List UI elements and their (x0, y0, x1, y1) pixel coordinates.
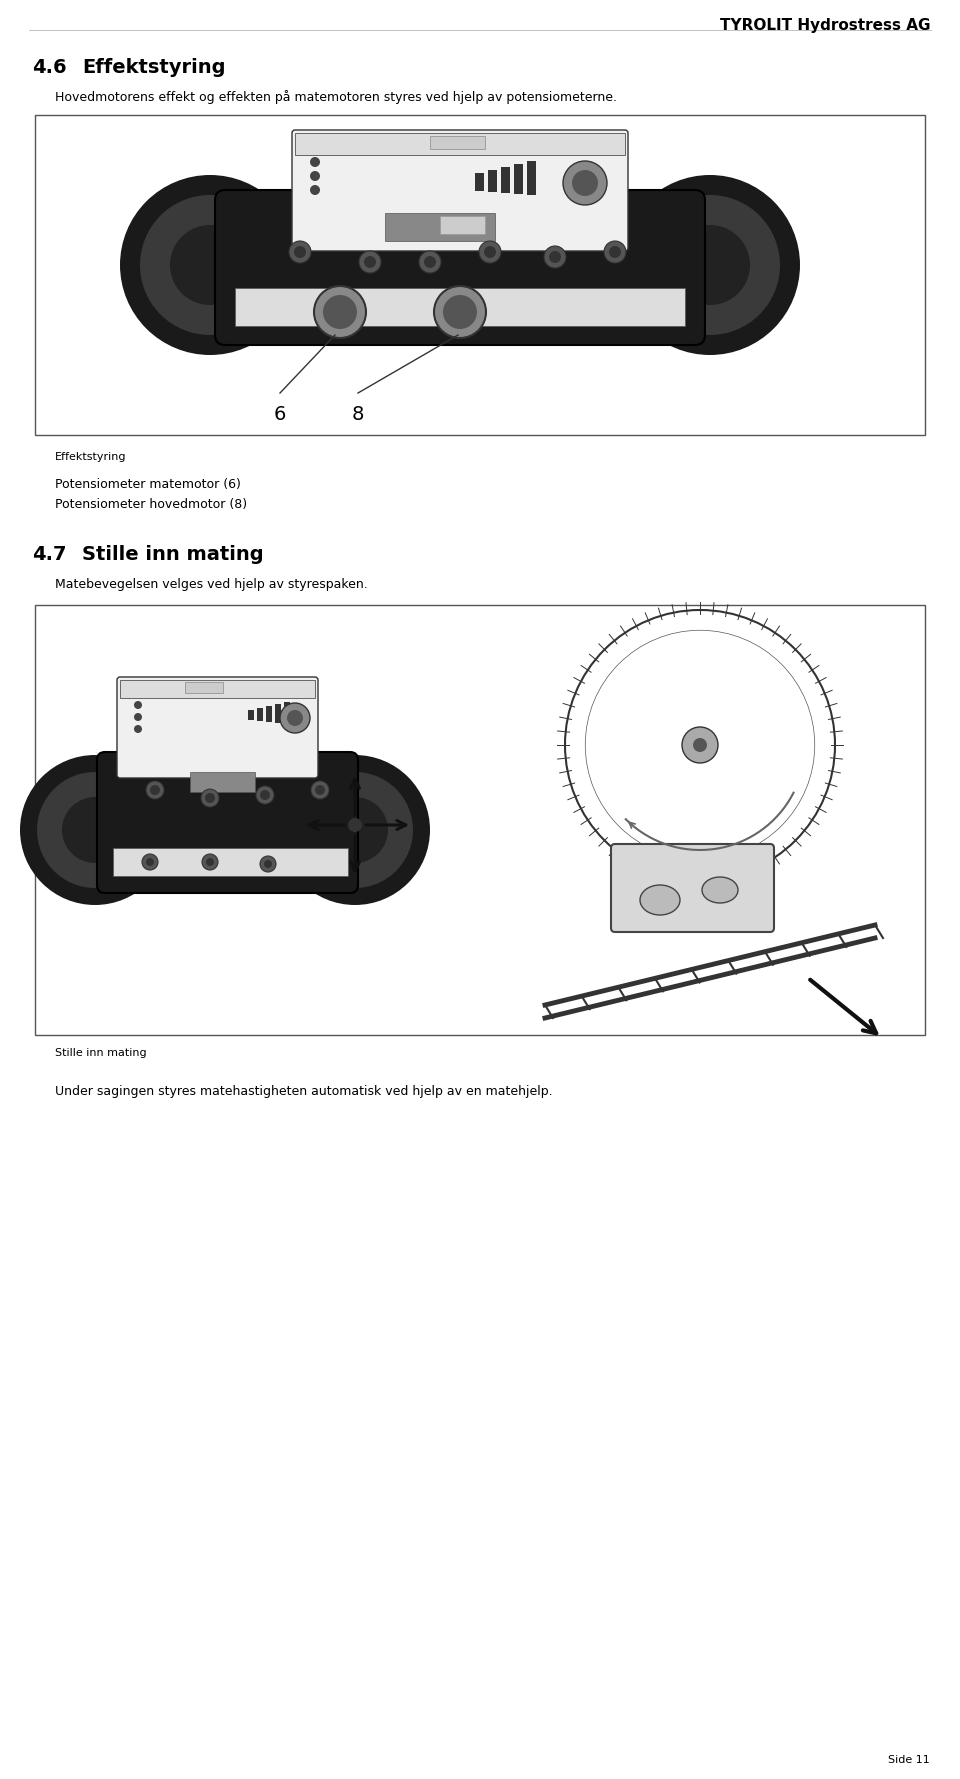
Bar (248, 710, 254, 720)
Circle shape (314, 286, 366, 338)
Circle shape (323, 295, 357, 329)
FancyBboxPatch shape (292, 130, 628, 251)
Circle shape (609, 246, 621, 258)
Bar (284, 703, 290, 724)
Circle shape (419, 251, 441, 272)
Bar (190, 772, 255, 792)
Circle shape (62, 797, 128, 863)
Circle shape (310, 157, 320, 167)
Text: 4.6: 4.6 (32, 59, 66, 76)
Bar (257, 708, 263, 720)
Text: Stille inn mating: Stille inn mating (82, 544, 264, 564)
Circle shape (134, 713, 142, 720)
Circle shape (280, 703, 310, 733)
Circle shape (256, 786, 274, 804)
Bar (35, 116, 925, 436)
Text: Matebevegelsen velges ved hjelp av styrespaken.: Matebevegelsen velges ved hjelp av styre… (55, 578, 368, 591)
Circle shape (443, 295, 477, 329)
Circle shape (310, 185, 320, 196)
Circle shape (206, 857, 214, 866)
Circle shape (280, 754, 430, 906)
Circle shape (294, 246, 306, 258)
Circle shape (140, 196, 280, 334)
Circle shape (315, 785, 325, 795)
Circle shape (359, 251, 381, 272)
Bar (295, 133, 625, 155)
FancyBboxPatch shape (97, 753, 358, 893)
Circle shape (572, 171, 598, 196)
Text: Effektstyring: Effektstyring (82, 59, 226, 76)
Circle shape (201, 790, 219, 808)
Text: 4.7: 4.7 (32, 544, 66, 564)
Circle shape (289, 240, 311, 263)
Circle shape (260, 790, 270, 801)
Circle shape (563, 162, 607, 205)
Circle shape (670, 224, 750, 304)
Bar (35, 605, 925, 1035)
Circle shape (134, 701, 142, 710)
Bar (235, 288, 685, 326)
Circle shape (424, 256, 436, 269)
FancyBboxPatch shape (215, 190, 705, 345)
Text: 8: 8 (351, 406, 364, 423)
Circle shape (549, 251, 561, 263)
Circle shape (434, 286, 486, 338)
Circle shape (640, 196, 780, 334)
Ellipse shape (702, 877, 738, 904)
Bar (385, 213, 495, 240)
Ellipse shape (640, 884, 680, 914)
Bar (275, 704, 281, 722)
Circle shape (170, 224, 250, 304)
Circle shape (142, 854, 158, 870)
Bar (527, 162, 536, 196)
Circle shape (205, 793, 215, 802)
Bar (501, 167, 510, 192)
Text: Potensiometer matemotor (6): Potensiometer matemotor (6) (55, 479, 241, 491)
Circle shape (37, 772, 153, 888)
Circle shape (604, 240, 626, 263)
Text: Hovedmotorens effekt og effekten på matemotoren styres ved hjelp av potensiomete: Hovedmotorens effekt og effekten på mate… (55, 91, 617, 103)
Circle shape (264, 859, 272, 868)
Circle shape (202, 854, 218, 870)
Circle shape (20, 754, 170, 906)
Circle shape (146, 857, 154, 866)
Circle shape (310, 171, 320, 181)
Bar (120, 680, 315, 697)
Circle shape (322, 797, 388, 863)
Bar (113, 849, 348, 875)
Circle shape (348, 818, 362, 833)
Circle shape (134, 726, 142, 733)
Bar (488, 171, 497, 192)
Circle shape (287, 710, 303, 726)
Text: Effektstyring: Effektstyring (55, 452, 127, 463)
Circle shape (364, 256, 376, 269)
FancyBboxPatch shape (117, 678, 318, 777)
Bar (266, 706, 272, 722)
Bar (440, 215, 485, 235)
Circle shape (150, 785, 160, 795)
Bar (514, 164, 523, 194)
Circle shape (479, 240, 501, 263)
Circle shape (297, 772, 413, 888)
Circle shape (484, 246, 496, 258)
Text: TYROLIT Hydrostress AG: TYROLIT Hydrostress AG (719, 18, 930, 34)
Circle shape (311, 781, 329, 799)
Circle shape (693, 738, 707, 753)
Circle shape (620, 174, 800, 356)
Text: 6: 6 (274, 406, 286, 423)
Bar (475, 173, 484, 190)
Circle shape (146, 781, 164, 799)
Circle shape (120, 174, 300, 356)
Circle shape (544, 246, 566, 269)
FancyBboxPatch shape (611, 843, 774, 932)
Bar (185, 681, 223, 694)
Text: Potensiometer hovedmotor (8): Potensiometer hovedmotor (8) (55, 498, 247, 511)
Bar (430, 135, 485, 149)
Text: Under sagingen styres matehastigheten automatisk ved hjelp av en matehjelp.: Under sagingen styres matehastigheten au… (55, 1085, 553, 1098)
Text: Stille inn mating: Stille inn mating (55, 1048, 147, 1059)
Circle shape (682, 728, 718, 763)
Text: Side 11: Side 11 (888, 1756, 930, 1765)
Circle shape (260, 856, 276, 872)
